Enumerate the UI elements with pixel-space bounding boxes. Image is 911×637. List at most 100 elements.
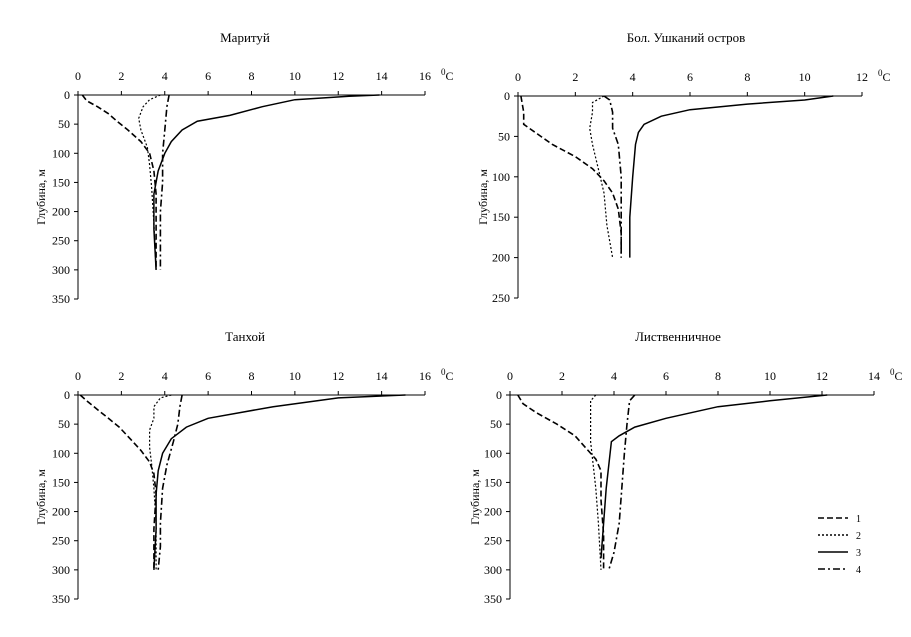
y-axis-label: Глубина, м: [34, 169, 48, 225]
y-tick-label: 250: [52, 534, 70, 548]
x-tick-label: 2: [118, 69, 124, 83]
chart-panel-1: Маритуй 0 2 4 6 8 10 12 14 16 0C 0 50 100 150 200 250 300…: [34, 30, 454, 306]
x-tick-label: 6: [205, 369, 211, 383]
x-unit-label: 0C: [441, 367, 454, 383]
x-tick-label: 14: [376, 69, 388, 83]
chart-panel-3: Танхой 0 2 4 6 8 10 12 14 16 0C 0 50 100 150 200 250 300 3…: [34, 329, 454, 606]
legend-label-4: 4: [856, 565, 861, 576]
series-line-4: [159, 94, 170, 270]
x-tick-label: 2: [559, 369, 565, 383]
x-tick-label: 0: [75, 369, 81, 383]
y-tick-label: 350: [484, 592, 502, 606]
series-line-2: [149, 394, 172, 570]
y-tick-label: 300: [484, 563, 502, 577]
y-tick-label: 0: [64, 88, 70, 102]
x-tick-label: 12: [332, 69, 344, 83]
y-tick-label: 50: [498, 129, 510, 143]
chart-title: Бол. Ушканий остров: [627, 30, 745, 45]
x-tick-label: 4: [630, 70, 636, 84]
y-tick-label: 200: [492, 251, 510, 265]
y-tick-label: 150: [492, 210, 510, 224]
x-tick-label: 6: [663, 369, 669, 383]
y-axis-label: Глубина, м: [34, 469, 48, 525]
y-tick-label: 200: [52, 205, 70, 219]
legend-label-3: 3: [856, 548, 861, 559]
y-tick-label: 250: [492, 291, 510, 305]
x-tick-label: 0: [515, 70, 521, 84]
x-tick-label: 4: [162, 369, 168, 383]
x-tick-label: 10: [764, 369, 776, 383]
series-line-1: [520, 95, 622, 258]
x-tick-label: 0: [75, 69, 81, 83]
x-tick-label: 10: [799, 70, 811, 84]
x-tick-label: 10: [289, 369, 301, 383]
y-tick-label: 300: [52, 563, 70, 577]
y-tick-label: 150: [52, 175, 70, 189]
x-tick-label: 2: [572, 70, 578, 84]
x-tick-label: 10: [289, 69, 301, 83]
x-tick-label: 16: [419, 369, 431, 383]
x-tick-label: 4: [611, 369, 617, 383]
x-tick-label: 14: [868, 369, 880, 383]
chart-title: Маритуй: [220, 30, 270, 45]
x-tick-label: 6: [687, 70, 693, 84]
y-tick-label: 100: [484, 446, 502, 460]
x-tick-label: 14: [376, 369, 388, 383]
y-tick-label: 50: [58, 117, 70, 131]
series-line-1: [517, 394, 605, 570]
x-tick-label: 8: [715, 369, 721, 383]
y-axis-label: Глубина, м: [468, 469, 482, 525]
x-tick-label: 12: [856, 70, 868, 84]
y-tick-label: 0: [64, 388, 70, 402]
y-tick-label: 350: [52, 592, 70, 606]
y-tick-label: 350: [52, 292, 70, 306]
y-tick-label: 50: [490, 417, 502, 431]
series-line-3: [153, 394, 406, 570]
x-tick-label: 8: [744, 70, 750, 84]
series-line-4: [157, 394, 183, 570]
x-tick-label: 16: [419, 69, 431, 83]
legend-label-2: 2: [856, 531, 861, 542]
x-unit-label: 0C: [441, 67, 454, 83]
chart-panel-2: Бол. Ушканий остров 0 2 4 6 8 10 12 0C 0 50 100 150 2…: [476, 30, 891, 305]
series-line-4: [603, 95, 622, 258]
y-tick-label: 200: [52, 505, 70, 519]
x-tick-label: 12: [816, 369, 828, 383]
x-tick-label: 8: [249, 369, 255, 383]
y-tick-label: 150: [52, 475, 70, 489]
x-tick-label: 6: [205, 69, 211, 83]
chart-title: Танхой: [225, 329, 265, 344]
y-tick-label: 50: [58, 417, 70, 431]
series-line-1: [79, 394, 157, 570]
chart-title: Лиственничное: [635, 329, 721, 344]
legend: 1 2 3 4: [818, 514, 861, 576]
y-tick-label: 200: [484, 505, 502, 519]
y-tick-label: 150: [484, 475, 502, 489]
series-line-2: [589, 95, 614, 258]
series-line-4: [608, 394, 636, 571]
x-unit-label: 0C: [878, 68, 891, 84]
y-tick-label: 100: [52, 446, 70, 460]
series-line-2: [590, 394, 602, 570]
series-line-3: [153, 94, 380, 270]
y-tick-label: 100: [492, 170, 510, 184]
x-tick-label: 8: [249, 69, 255, 83]
y-tick-label: 250: [52, 234, 70, 248]
series-line-3: [600, 394, 828, 559]
x-tick-label: 4: [162, 69, 168, 83]
series-line-3: [629, 95, 834, 258]
y-tick-label: 0: [504, 89, 510, 103]
y-tick-label: 300: [52, 263, 70, 277]
x-tick-label: 12: [332, 369, 344, 383]
x-tick-label: 2: [118, 369, 124, 383]
y-tick-label: 100: [52, 146, 70, 160]
legend-label-1: 1: [856, 514, 861, 525]
series-line-1: [81, 94, 157, 270]
series-line-2: [138, 94, 161, 270]
y-tick-label: 0: [496, 388, 502, 402]
y-tick-label: 250: [484, 534, 502, 548]
x-unit-label: 0C: [890, 367, 903, 383]
x-tick-label: 0: [507, 369, 513, 383]
